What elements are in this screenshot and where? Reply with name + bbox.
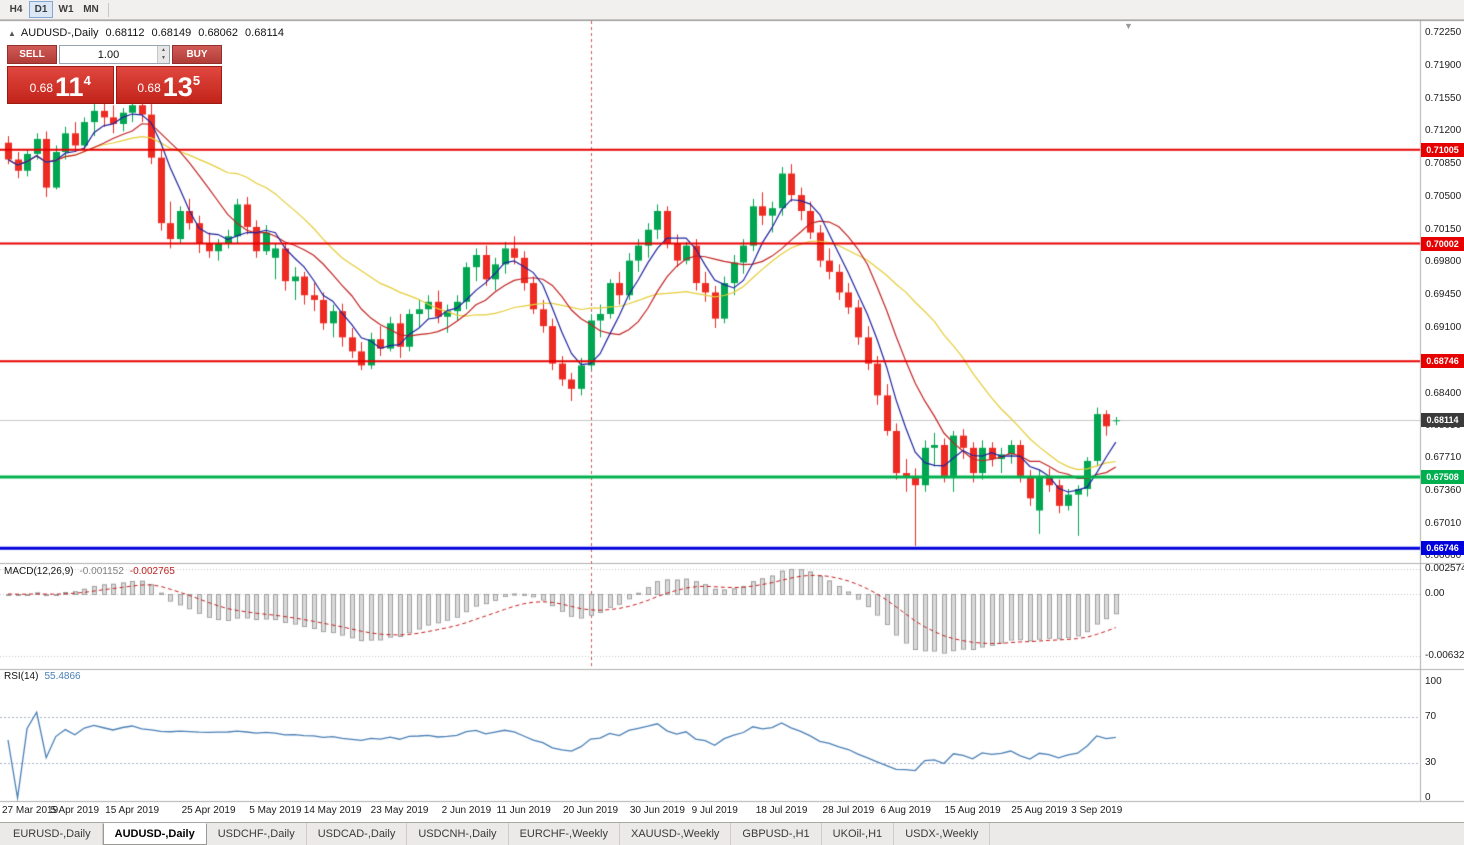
chart-tab-xauusd-weekly[interactable]: XAUUSD-,Weekly	[620, 823, 732, 845]
ask-price-pip: 5	[192, 73, 201, 88]
date-axis-label: 5 May 2019	[249, 805, 302, 816]
macd-signal-value: -0.002765	[129, 566, 175, 577]
price-axis-label: 0.72250	[1425, 27, 1462, 39]
date-axis-label: 5 Apr 2019	[50, 805, 100, 816]
rsi-value: 55.4866	[44, 671, 81, 682]
volume-value[interactable]: 1.00	[97, 48, 120, 61]
bid-price-main: 11	[55, 72, 84, 102]
rsi-axis-label: 30	[1425, 757, 1437, 769]
date-axis-label: 6 Aug 2019	[880, 805, 931, 816]
bid-price-button[interactable]: 0.68 11 4	[7, 66, 114, 104]
rsi-indicator-label: RSI(14) 55.4866	[4, 671, 81, 682]
date-axis-label: 28 Jul 2019	[822, 805, 875, 816]
date-axis-label: 14 May 2019	[303, 805, 362, 816]
level-price-tag: 0.70002	[1421, 236, 1464, 251]
rsi-axis-label: 70	[1425, 710, 1437, 722]
chart-tabs-bar: EURUSD-,Daily AUDUSD-,Daily USDCHF-,Daily U…	[0, 822, 1464, 845]
spinner-up-icon[interactable]: ▲	[158, 46, 169, 55]
date-axis-label: 11 Jun 2019	[496, 805, 551, 816]
price-axis-label: 0.66660	[1425, 550, 1462, 562]
price-axis-label: 0.67360	[1425, 484, 1462, 496]
price-axis-label: 0.71900	[1425, 59, 1462, 71]
chart-tab-usdchf-daily[interactable]: USDCHF-,Daily	[207, 823, 307, 845]
price-axis-label: 0.71550	[1425, 92, 1462, 104]
level-price-tag: 0.66746	[1421, 541, 1464, 556]
date-axis-label: 20 Jun 2019	[563, 805, 619, 816]
timeframe-toolbar: H4 D1 W1 MN	[0, 0, 1464, 20]
date-axis-label: 25 Aug 2019	[1011, 805, 1068, 816]
chart-ohlc-header: ▲ AUDUSD-,Daily 0.68112 0.68149 0.68062 …	[8, 27, 284, 39]
chart-tab-eurchf-weekly[interactable]: EURCHF-,Weekly	[509, 823, 620, 845]
level-price-tag: 0.71005	[1421, 142, 1464, 157]
chart-tab-audusd-daily[interactable]: AUDUSD-,Daily	[102, 823, 207, 845]
ohlc-low-value: 0.68062	[198, 27, 239, 39]
date-axis-label: 23 May 2019	[370, 805, 429, 816]
ohlc-close-value: 0.68114	[245, 27, 284, 39]
chart-tab-eurusd-daily[interactable]: EURUSD-,Daily	[2, 823, 103, 845]
macd-indicator-label: MACD(12,26,9) -0.001152 -0.002765	[4, 566, 175, 577]
volume-spinner[interactable]: ▲ ▼	[157, 46, 169, 63]
date-axis-label: 30 Jun 2019	[629, 805, 685, 816]
price-axis-label: 0.67010	[1425, 517, 1462, 529]
ask-price-main: 13	[162, 72, 193, 102]
date-axis-label: 27 Mar 2019	[2, 805, 59, 816]
date-axis-label: 9 Jul 2019	[691, 805, 738, 816]
price-axis-label: 0.67710	[1425, 452, 1462, 464]
date-axis-label: 25 Apr 2019	[181, 805, 236, 816]
price-axis-label: 0.69450	[1425, 289, 1462, 301]
date-axis-label: 2 Jun 2019	[441, 805, 492, 816]
price-axis-label: 0.69800	[1425, 256, 1462, 268]
macd-name: MACD(12,26,9)	[4, 566, 74, 577]
date-axis-label: 15 Apr 2019	[105, 805, 160, 816]
macd-axis-label: 0.00	[1425, 588, 1445, 599]
date-axis-label: 18 Jul 2019	[755, 805, 808, 816]
chart-tab-usdcad-daily[interactable]: USDCAD-,Daily	[307, 823, 408, 845]
sell-button[interactable]: SELL	[7, 45, 57, 64]
price-axis-label: 0.70850	[1425, 158, 1462, 170]
date-axis-label: 15 Aug 2019	[944, 805, 1001, 816]
price-axis-label: 0.68400	[1425, 387, 1462, 399]
price-axis-label: 0.69100	[1425, 322, 1462, 333]
ask-price-button[interactable]: 0.68 13 5	[115, 66, 222, 104]
timeframe-button-mn[interactable]: MN	[83, 4, 99, 15]
timeframe-button-w1[interactable]: W1	[58, 4, 74, 15]
rsi-axis-label: 100	[1425, 676, 1442, 687]
timeframe-button-h4[interactable]: H4	[9, 4, 23, 15]
ask-price-prefix: 0.68	[137, 81, 161, 95]
bid-price-prefix: 0.68	[29, 81, 54, 95]
macd-axis-label: 0.002574	[1425, 562, 1464, 574]
volume-input[interactable]: 1.00 ▲ ▼	[59, 45, 170, 64]
price-axis-label: 0.70150	[1425, 223, 1462, 235]
ohlc-high-value: 0.68149	[151, 27, 192, 39]
level-price-tag: 0.67508	[1421, 470, 1464, 484]
price-axis-label: 0.70500	[1425, 190, 1462, 202]
chart-symbol-label: AUDUSD-,Daily	[20, 27, 99, 39]
ohlc-open-value: 0.68112	[105, 27, 145, 39]
macd-main-value: -0.001152	[79, 566, 124, 577]
rsi-axis-label: 0	[1425, 792, 1431, 803]
chart-symbol-icon: ▲	[8, 28, 16, 38]
bid-price-pip: 4	[83, 73, 91, 88]
price-axis-label: 0.71200	[1425, 125, 1462, 137]
rsi-name: RSI(14)	[4, 671, 39, 682]
bid-price-tag: 0.68114	[1421, 413, 1464, 428]
level-price-tag: 0.68746	[1421, 354, 1464, 369]
chart-tab-gbpusd-h1[interactable]: GBPUSD-,H1	[731, 823, 822, 845]
date-axis-label: 3 Sep 2019	[1071, 805, 1123, 816]
chart-tab-ukoil-h1[interactable]: UKOil-,H1	[822, 823, 895, 845]
chart-tab-usdx-weekly[interactable]: USDX-,Weekly	[894, 823, 991, 845]
timeframe-button-d1[interactable]: D1	[29, 1, 53, 18]
buy-button[interactable]: BUY	[172, 45, 222, 64]
macd-axis-label: -0.006326	[1425, 650, 1464, 662]
spinner-down-icon[interactable]: ▼	[158, 54, 169, 63]
chart-tab-usdcnh-daily[interactable]: USDCNH-,Daily	[407, 823, 509, 845]
chart-shift-marker-icon[interactable]: ▼	[1124, 21, 1133, 31]
one-click-trading-panel: SELL 1.00 ▲ ▼ BUY 0.68 11 4 0.68 13 5	[7, 45, 222, 104]
toolbar-separator	[108, 2, 109, 17]
